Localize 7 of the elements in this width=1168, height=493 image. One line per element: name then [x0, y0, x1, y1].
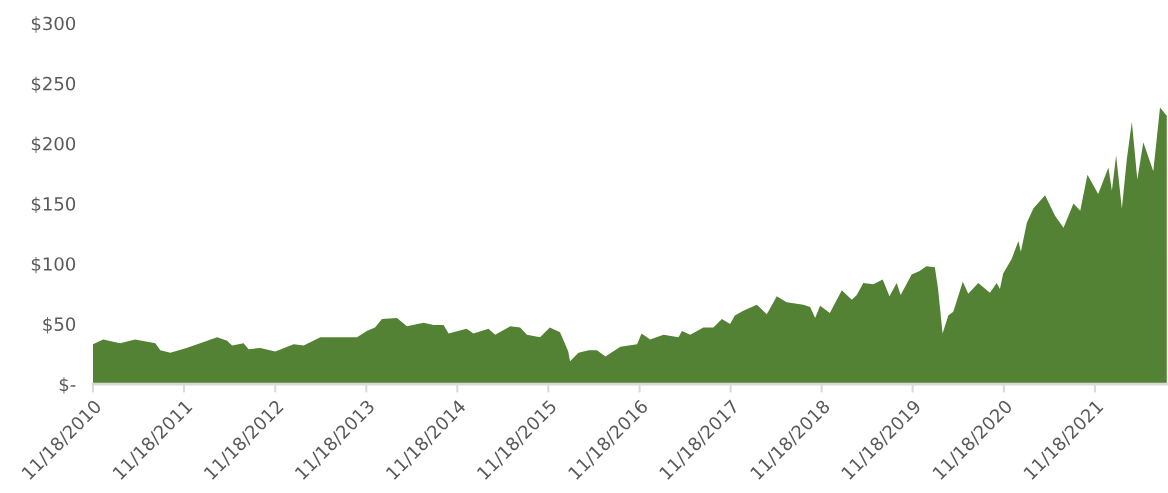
y-tick-label: $100	[31, 256, 76, 274]
y-tick-label: $250	[31, 76, 76, 93]
y-tick-label: $300	[31, 16, 76, 33]
y-tick-label: $50	[43, 317, 76, 334]
y-tick-label: $-	[59, 377, 76, 394]
y-tick-label: $200	[31, 136, 76, 153]
y-tick-label: $150	[31, 196, 76, 214]
